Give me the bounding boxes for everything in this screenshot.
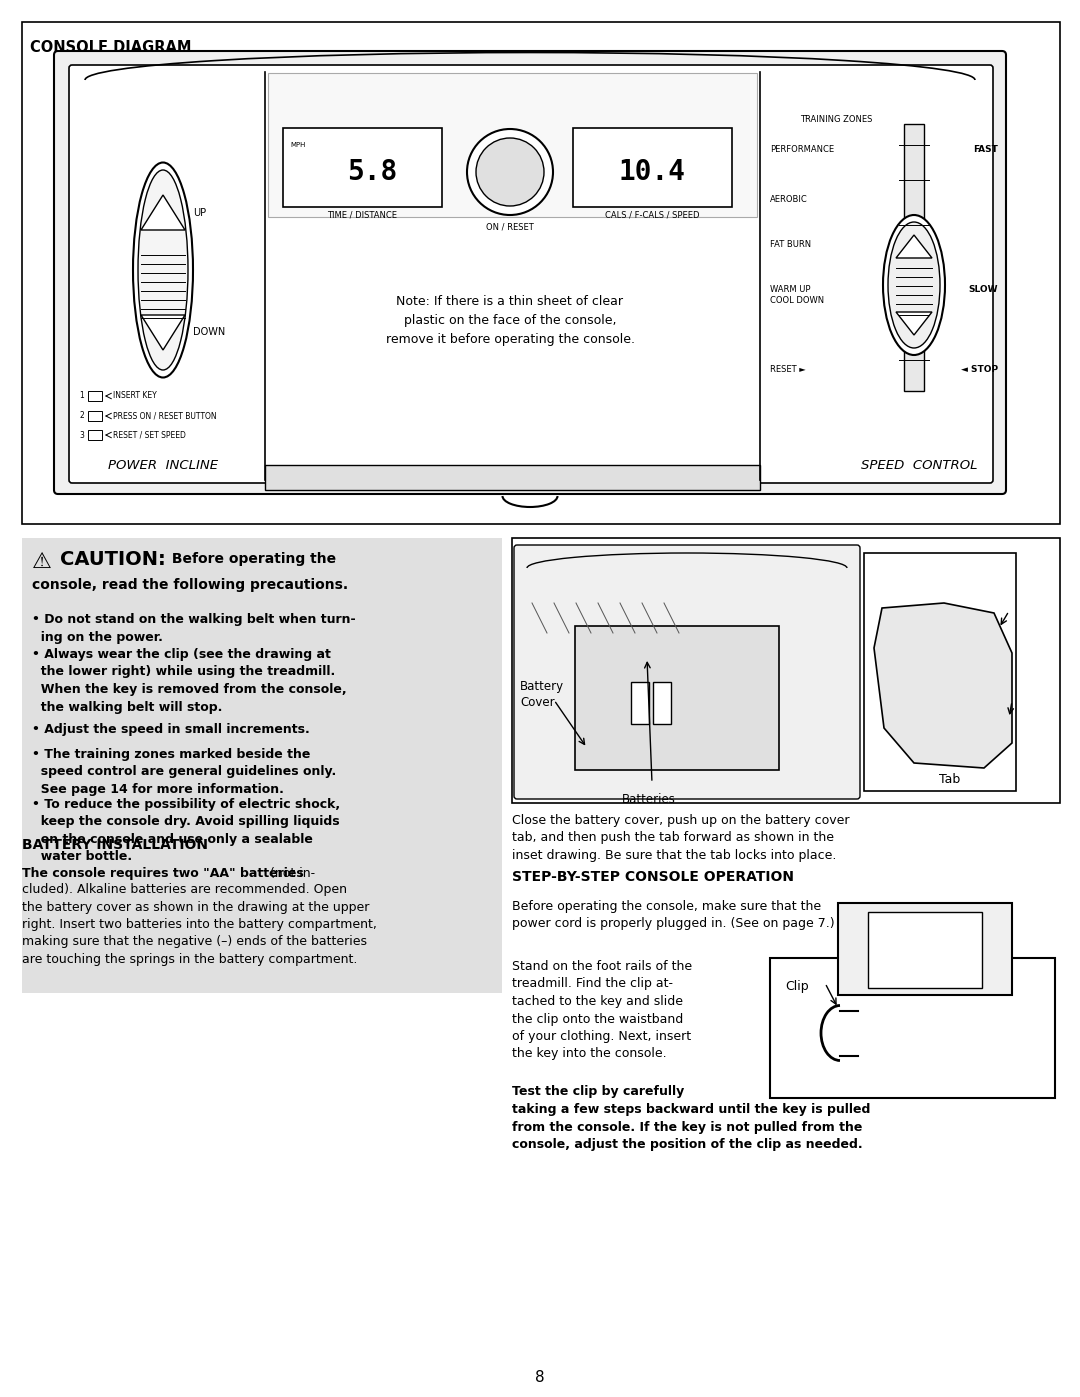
Polygon shape [896, 312, 932, 335]
Text: RESET ►: RESET ► [770, 365, 806, 374]
FancyBboxPatch shape [87, 391, 102, 401]
Text: DOWN: DOWN [193, 327, 226, 337]
FancyBboxPatch shape [653, 682, 671, 724]
Text: Battery
Cover: Battery Cover [519, 680, 564, 710]
Text: • Do not stand on the walking belt when turn-
  ing on the power.: • Do not stand on the walking belt when … [32, 613, 355, 644]
Text: Stand on the foot rails of the
treadmill. Find the clip at-
tached to the key an: Stand on the foot rails of the treadmill… [512, 960, 692, 1060]
FancyBboxPatch shape [575, 626, 779, 770]
Text: Close the battery cover, push up on the battery cover
tab, and then push the tab: Close the battery cover, push up on the … [512, 814, 850, 862]
FancyBboxPatch shape [22, 538, 502, 993]
Text: CONSOLE DIAGRAM: CONSOLE DIAGRAM [30, 41, 191, 54]
Text: WARM UP
COOL DOWN: WARM UP COOL DOWN [770, 285, 824, 305]
FancyBboxPatch shape [87, 430, 102, 440]
Text: • Always wear the clip (see the drawing at
  the lower right) while using the tr: • Always wear the clip (see the drawing … [32, 648, 347, 714]
FancyBboxPatch shape [54, 52, 1005, 495]
Ellipse shape [888, 222, 940, 348]
Text: 2: 2 [80, 412, 84, 420]
Text: Clip: Clip [785, 981, 809, 993]
Text: INSERT KEY: INSERT KEY [113, 391, 157, 401]
Text: • To reduce the possibility of electric shock,
  keep the console dry. Avoid spi: • To reduce the possibility of electric … [32, 798, 340, 863]
Text: TRAINING ZONES: TRAINING ZONES [800, 115, 873, 124]
Text: 5.8: 5.8 [347, 158, 397, 186]
Text: UP: UP [193, 208, 206, 218]
Text: Note: If there is a thin sheet of clear
plastic on the face of the console,
remo: Note: If there is a thin sheet of clear … [386, 295, 635, 346]
Text: 1: 1 [80, 391, 84, 401]
Text: (not in-: (not in- [270, 868, 315, 880]
FancyBboxPatch shape [770, 958, 1055, 1098]
FancyBboxPatch shape [512, 538, 1059, 803]
Text: FAT BURN: FAT BURN [770, 240, 811, 249]
FancyBboxPatch shape [838, 902, 1012, 995]
Circle shape [467, 129, 553, 215]
Ellipse shape [133, 162, 193, 377]
Ellipse shape [883, 215, 945, 355]
FancyBboxPatch shape [868, 912, 982, 988]
Text: The console requires two "AA" batteries: The console requires two "AA" batteries [22, 868, 303, 880]
Polygon shape [896, 235, 932, 258]
Text: ◄ STOP: ◄ STOP [961, 365, 998, 374]
FancyBboxPatch shape [631, 682, 649, 724]
Text: 10.4: 10.4 [619, 158, 686, 186]
Text: FAST: FAST [973, 145, 998, 154]
Text: POWER  INCLINE: POWER INCLINE [108, 460, 218, 472]
FancyBboxPatch shape [265, 465, 760, 490]
Circle shape [476, 138, 544, 205]
Text: • Adjust the speed in small increments.: • Adjust the speed in small increments. [32, 724, 310, 736]
Polygon shape [874, 604, 1012, 768]
Text: 3: 3 [80, 430, 84, 440]
Text: 8: 8 [536, 1370, 544, 1386]
Text: SLOW: SLOW [969, 285, 998, 293]
Text: Before operating the console, make sure that the
power cord is properly plugged : Before operating the console, make sure … [512, 900, 835, 930]
FancyBboxPatch shape [22, 22, 1059, 524]
Polygon shape [141, 314, 185, 351]
Text: PERFORMANCE: PERFORMANCE [770, 145, 834, 154]
Text: CAUTION:: CAUTION: [60, 550, 165, 569]
Text: SPEED  CONTROL: SPEED CONTROL [861, 460, 977, 472]
Text: PRESS ON / RESET BUTTON: PRESS ON / RESET BUTTON [113, 412, 217, 420]
FancyBboxPatch shape [514, 545, 860, 799]
Text: Batteries: Batteries [622, 793, 676, 806]
FancyBboxPatch shape [904, 124, 924, 391]
Text: cluded). Alkaline batteries are recommended. Open
the battery cover as shown in : cluded). Alkaline batteries are recommen… [22, 883, 377, 965]
Text: MPH: MPH [291, 142, 306, 148]
FancyBboxPatch shape [268, 73, 757, 217]
Text: Test the clip by carefully: Test the clip by carefully [512, 1085, 685, 1098]
Text: • The training zones marked beside the
  speed control are general guidelines on: • The training zones marked beside the s… [32, 747, 336, 796]
Ellipse shape [138, 170, 188, 370]
Text: BATTERY INSTALLATION: BATTERY INSTALLATION [22, 838, 208, 852]
Text: console, read the following precautions.: console, read the following precautions. [32, 578, 348, 592]
Text: RESET / SET SPEED: RESET / SET SPEED [113, 430, 186, 440]
Text: CALS / F-CALS / SPEED: CALS / F-CALS / SPEED [605, 210, 699, 219]
Text: AEROBIC: AEROBIC [770, 196, 808, 204]
Text: ⚠: ⚠ [32, 552, 52, 571]
FancyBboxPatch shape [283, 129, 442, 207]
Polygon shape [141, 196, 185, 231]
Text: ON / RESET: ON / RESET [486, 222, 534, 231]
FancyBboxPatch shape [864, 553, 1016, 791]
Text: TIME / DISTANCE: TIME / DISTANCE [327, 210, 397, 219]
FancyBboxPatch shape [573, 129, 732, 207]
Text: STEP-BY-STEP CONSOLE OPERATION: STEP-BY-STEP CONSOLE OPERATION [512, 870, 794, 884]
Text: Before operating the: Before operating the [167, 552, 336, 566]
Text: Tab: Tab [940, 773, 960, 787]
FancyBboxPatch shape [69, 66, 993, 483]
Text: taking a few steps backward until the key is pulled
from the console. If the key: taking a few steps backward until the ke… [512, 1104, 870, 1151]
FancyBboxPatch shape [87, 411, 102, 420]
